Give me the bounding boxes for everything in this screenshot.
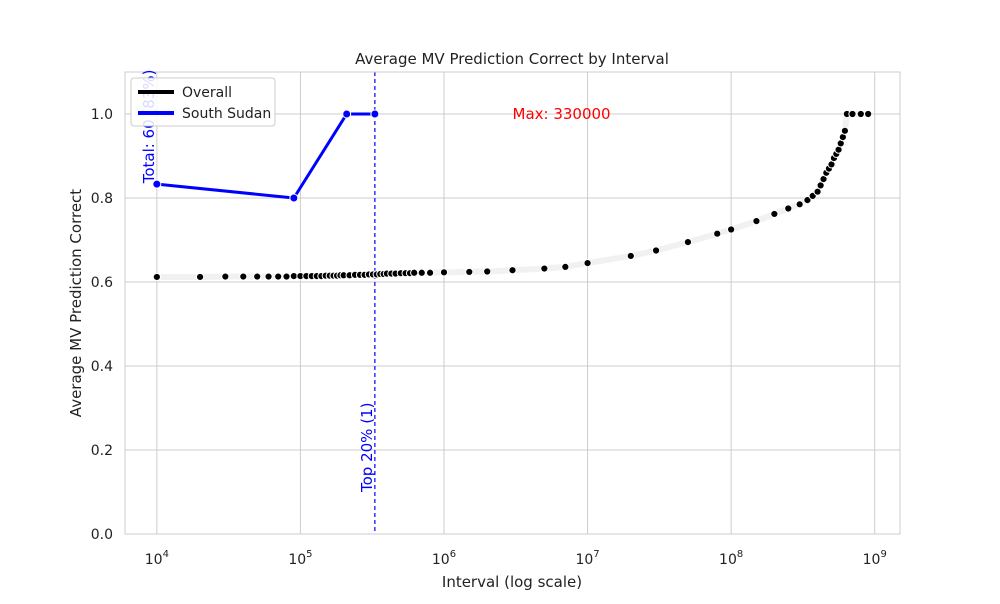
x-axis-label: Interval (log scale) — [442, 573, 582, 591]
data-point-overall — [803, 196, 812, 205]
south-sudan-series-layer — [152, 109, 380, 203]
x-tick-base: 10 — [863, 552, 881, 568]
series-line-south-sudan — [156, 112, 375, 200]
annotation-0: Max: 330000 — [513, 105, 611, 123]
data-point-overall — [253, 272, 262, 281]
x-tick-label: 109 — [863, 549, 887, 568]
x-tick-labels: 104 105 106 107 108 109 — [145, 549, 887, 568]
data-point-overall — [221, 272, 230, 281]
data-point-overall — [713, 229, 722, 238]
data-point-overall — [583, 259, 592, 268]
data-point-overall — [540, 264, 549, 273]
data-point-overall — [770, 209, 779, 219]
x-tick-exponent: 8 — [737, 549, 743, 560]
data-point-overall — [864, 109, 873, 119]
x-tick-base: 10 — [575, 552, 593, 568]
data-point-overall — [264, 272, 273, 281]
data-point-overall — [727, 225, 736, 234]
data-point-overall — [508, 266, 517, 275]
x-tick-base: 10 — [432, 552, 450, 568]
data-point-overall — [683, 238, 693, 247]
data-point-overall — [483, 267, 492, 276]
legend: Overall South Sudan — [130, 77, 276, 127]
legend-label-overall: Overall — [182, 85, 232, 101]
data-point-overall — [651, 246, 661, 255]
data-point-south-sudan — [342, 109, 352, 119]
data-point-overall — [239, 272, 248, 281]
x-tick-base: 10 — [145, 552, 163, 568]
chart-title: Average MV Prediction Correct by Interva… — [355, 50, 669, 68]
annotation-2: Top 20% (1) — [358, 403, 376, 493]
data-point-overall — [410, 268, 419, 277]
y-tick-label: 0.4 — [91, 359, 113, 375]
y-tick-label: 0.8 — [91, 191, 113, 207]
x-tick-exponent: 6 — [450, 549, 456, 560]
data-point-overall — [274, 272, 283, 281]
x-tick-exponent: 7 — [593, 549, 599, 560]
data-point-overall — [848, 109, 857, 119]
y-tick-label: 0.6 — [91, 275, 113, 291]
grid-layer — [125, 72, 900, 535]
data-point-south-sudan — [152, 179, 162, 189]
y-tick-label: 0.2 — [91, 443, 113, 459]
x-tick-exponent: 4 — [163, 549, 169, 560]
y-axis-label: Average MV Prediction Correct — [67, 189, 85, 417]
data-point-overall — [282, 272, 291, 281]
data-point-overall — [856, 109, 865, 119]
legend-label-south-sudan: South Sudan — [182, 106, 271, 122]
data-point-overall — [784, 204, 793, 213]
data-point-overall — [795, 200, 804, 209]
overall-series-layer — [152, 109, 873, 282]
y-tick-label: 0.0 — [91, 527, 113, 543]
data-point-overall — [152, 272, 161, 282]
data-point-south-sudan — [289, 193, 299, 203]
data-point-overall — [417, 268, 426, 277]
data-point-south-sudan — [370, 109, 380, 119]
data-point-overall — [840, 126, 850, 135]
x-tick-label: 104 — [145, 549, 169, 568]
data-point-overall — [195, 272, 205, 282]
x-tick-label: 107 — [575, 549, 599, 568]
data-point-overall — [752, 217, 761, 226]
y-tick-label: 1.0 — [91, 107, 113, 123]
x-tick-exponent: 9 — [880, 549, 886, 560]
data-point-overall — [439, 268, 449, 277]
x-tick-label: 105 — [288, 549, 312, 568]
x-tick-base: 10 — [288, 552, 306, 568]
data-point-overall — [425, 268, 435, 277]
data-point-overall — [561, 262, 570, 271]
data-point-overall — [465, 267, 474, 277]
x-tick-label: 106 — [432, 549, 456, 568]
annotation-layer: Max: 330000Total: 60 (83%)Top 20% (1) — [140, 70, 611, 493]
x-tick-exponent: 5 — [306, 549, 312, 560]
x-tick-base: 10 — [719, 552, 737, 568]
plot-frame — [124, 71, 901, 535]
x-tick-label: 108 — [719, 549, 743, 568]
data-point-overall — [626, 251, 635, 261]
y-tick-labels: 0.0 0.2 0.4 0.6 0.8 1.0 — [91, 107, 113, 543]
plot-area — [125, 72, 900, 534]
